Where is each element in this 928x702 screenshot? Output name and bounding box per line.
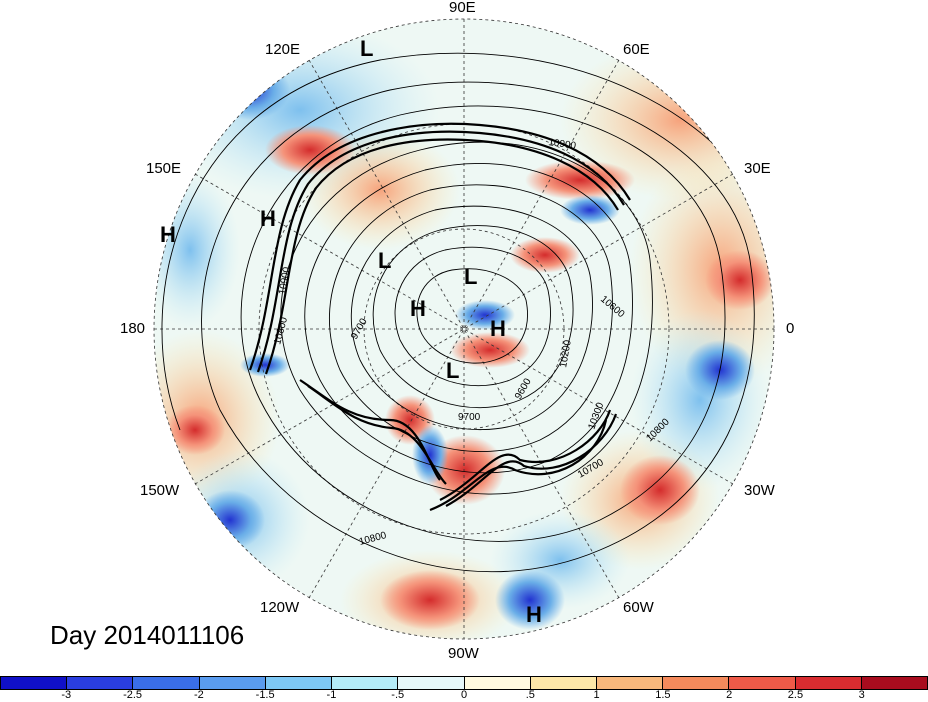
high-pressure-label: H — [526, 602, 542, 627]
colorbar-tick-label: -2.5 — [123, 689, 143, 701]
longitude-label-90e: 90E — [449, 0, 476, 16]
colorbar-tick-label: -1 — [326, 689, 337, 701]
colorbar-tick-label: 1.5 — [655, 689, 671, 701]
longitude-label-60e: 60E — [623, 41, 650, 58]
high-pressure-label: H — [410, 296, 426, 321]
contour-label: 10200 — [558, 339, 574, 369]
low-pressure-label: L — [446, 358, 459, 383]
longitude-label-120w: 120W — [260, 599, 300, 616]
colorbar-segment — [530, 677, 597, 689]
colorbar-tick-label: 2 — [726, 689, 733, 701]
map-title: Day 2014011106 — [50, 620, 245, 650]
colorbar-tick-label: -.5 — [391, 689, 405, 701]
pressure-centers: L H H L L H H L H — [160, 36, 542, 627]
longitude-label-180: 180 — [120, 320, 146, 337]
colorbar-tick-label: -1.5 — [255, 689, 275, 701]
anomaly-field — [154, 19, 774, 639]
longitude-label-150w: 150W — [140, 482, 180, 499]
colorbar — [0, 676, 928, 690]
graticule — [153, 18, 775, 640]
colorbar-segment — [596, 677, 664, 689]
colorbar-segment — [133, 677, 200, 689]
colorbar-segment — [1, 677, 68, 689]
colorbar-tick-label: .5 — [525, 689, 535, 701]
colorbar-segment — [795, 677, 862, 689]
colorbar-segment — [332, 677, 399, 689]
contour-label: 10900 — [548, 137, 578, 152]
longitude-label-150e: 150E — [146, 160, 182, 177]
longitude-label-90w: 90W — [448, 645, 479, 662]
low-pressure-label: L — [360, 36, 373, 61]
colorbar-segment — [398, 677, 465, 689]
colorbar-tick-label: 1 — [593, 689, 600, 701]
colorbar-tick-label: 2.5 — [787, 689, 804, 701]
high-pressure-label: H — [160, 222, 176, 247]
colorbar-tick-label: -2 — [193, 689, 204, 701]
longitude-label-30w: 30W — [744, 482, 775, 499]
colorbar-tick-label: 0 — [460, 689, 468, 701]
low-pressure-label: L — [378, 248, 391, 273]
low-pressure-label: L — [464, 264, 477, 289]
longitude-label-0: 0 — [786, 320, 795, 337]
high-pressure-label: H — [260, 206, 276, 231]
colorbar-segment — [663, 677, 730, 689]
jet-contours — [248, 122, 631, 512]
longitude-label-60w: 60W — [623, 599, 654, 616]
colorbar-segment — [861, 677, 928, 689]
contour-label: 9700 — [458, 412, 481, 423]
contour-label: 10900 — [277, 266, 293, 296]
colorbar-segment — [67, 677, 134, 689]
longitude-label-120e: 120E — [265, 41, 301, 58]
colorbar-segment — [199, 677, 266, 689]
high-pressure-label: H — [490, 316, 506, 341]
colorbar-segment — [464, 677, 531, 689]
colorbar-tick-label: 3 — [858, 689, 865, 701]
longitude-label-30e: 30E — [744, 160, 771, 177]
colorbar-tick-label: -3 — [61, 689, 72, 701]
colorbar-segment — [729, 677, 796, 689]
colorbar-segment — [265, 677, 333, 689]
